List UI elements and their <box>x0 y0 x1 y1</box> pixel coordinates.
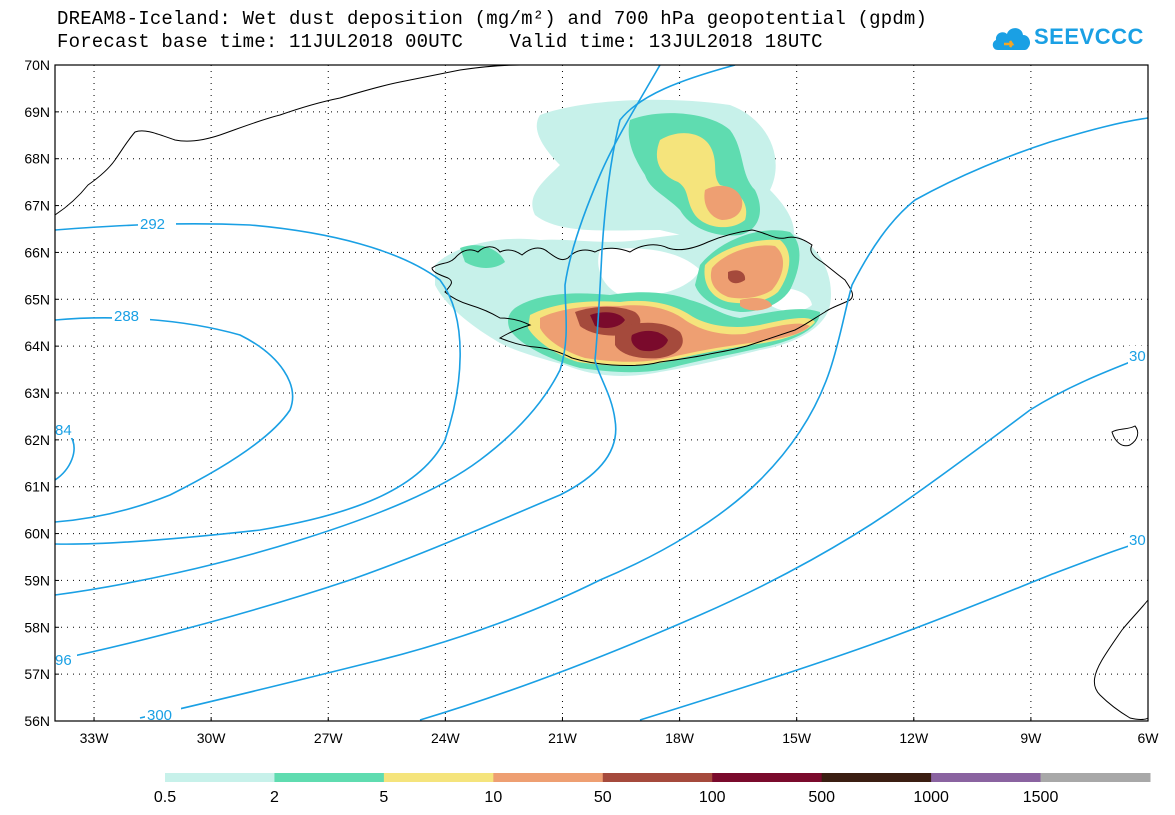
colorbar-label: 2 <box>270 789 279 806</box>
lat-label: 62N <box>24 432 50 448</box>
contour-label-292: 292 <box>140 216 165 233</box>
colorbar-swatch <box>383 773 494 782</box>
lon-label: 33W <box>80 730 110 746</box>
contour-label-96: 96 <box>55 652 72 669</box>
contour-label-30a: 30 <box>1129 348 1146 365</box>
contour-line <box>639 539 1148 721</box>
lat-label: 68N <box>24 151 50 167</box>
dust-area-10 <box>704 185 743 220</box>
lat-label: 58N <box>24 619 50 635</box>
contour-line <box>55 223 461 545</box>
contour-label-30b: 30 <box>1129 532 1146 549</box>
contour-line <box>419 354 1148 721</box>
colorbar-swatch <box>493 773 604 782</box>
colorbar-label: 50 <box>594 789 612 806</box>
colorbar-swatch <box>602 773 713 782</box>
colorbar-label: 5 <box>379 789 388 806</box>
lat-label: 59N <box>24 572 50 588</box>
lat-label: 63N <box>24 385 50 401</box>
lon-label: 9W <box>1020 730 1042 746</box>
dust-deposition-field <box>435 99 831 376</box>
lon-label: 27W <box>314 730 344 746</box>
greenland-coastline <box>55 65 521 216</box>
colorbar-swatch <box>931 773 1042 782</box>
contour-line <box>55 317 294 523</box>
colorbar-label: 10 <box>484 789 502 806</box>
lat-label: 65N <box>24 291 50 307</box>
seevccc-logo: SEEVCCC <box>990 18 1150 58</box>
contour-line <box>55 65 661 596</box>
logo-text: SEEVCCC <box>1034 24 1144 49</box>
lat-label: 70N <box>24 57 50 73</box>
plot-border <box>54 64 1149 722</box>
colorbar: 0.5 2 5 10 50 100 500 1000 1500 <box>154 773 1151 806</box>
lon-label: 12W <box>899 730 929 746</box>
lat-label: 64N <box>24 338 50 354</box>
lon-label: 21W <box>548 730 578 746</box>
lon-label: 15W <box>782 730 812 746</box>
colorbar-swatch <box>712 773 823 782</box>
iceland-coastline <box>431 229 853 367</box>
contour-labels: 292 288 84 96 300 30 30 <box>55 214 1148 724</box>
lon-label: 18W <box>665 730 695 746</box>
colorbar-swatch <box>821 773 932 782</box>
longitude-labels: 33W 30W 27W 24W 21W 18W 15W 12W 9W 6W <box>80 730 1160 746</box>
norway-coastline <box>1093 599 1148 720</box>
lon-label: 6W <box>1138 730 1160 746</box>
colorbar-swatch <box>165 773 275 782</box>
contour-label-300: 300 <box>147 707 172 724</box>
colorbar-label: 500 <box>808 789 835 806</box>
map-title: DREAM8-Iceland: Wet dust deposition (mg/… <box>57 8 928 30</box>
map-subtitle: Forecast base time: 11JUL2018 00UTC Vali… <box>57 31 823 53</box>
colorbar-label: 100 <box>699 789 726 806</box>
geopotential-contours <box>55 65 1148 721</box>
lat-label: 57N <box>24 666 50 682</box>
latitude-labels: 70N 69N 68N 67N 66N 65N 64N 63N 62N 61N 60N 59N 58N 5… <box>24 57 50 729</box>
colorbar-swatch <box>1040 773 1151 782</box>
lat-label: 61N <box>24 479 50 495</box>
lat-label: 66N <box>24 244 50 260</box>
lon-label: 24W <box>431 730 461 746</box>
cloud-icon <box>992 28 1031 50</box>
lat-label: 56N <box>24 713 50 729</box>
colorbar-label: 1000 <box>913 789 949 806</box>
contour-line <box>139 117 1148 719</box>
lat-label: 60N <box>24 526 50 542</box>
colorbar-swatch <box>274 773 385 782</box>
faroe-coastline <box>1111 425 1139 447</box>
contour-label-288: 288 <box>114 308 139 325</box>
lat-label: 69N <box>24 104 50 120</box>
contour-label-84: 84 <box>55 422 72 439</box>
coastlines <box>55 65 1148 720</box>
lon-label: 30W <box>197 730 227 746</box>
contour-line <box>55 65 736 661</box>
colorbar-label: 0.5 <box>154 789 176 806</box>
lat-label: 67N <box>24 198 50 214</box>
colorbar-label: 1500 <box>1023 789 1059 806</box>
